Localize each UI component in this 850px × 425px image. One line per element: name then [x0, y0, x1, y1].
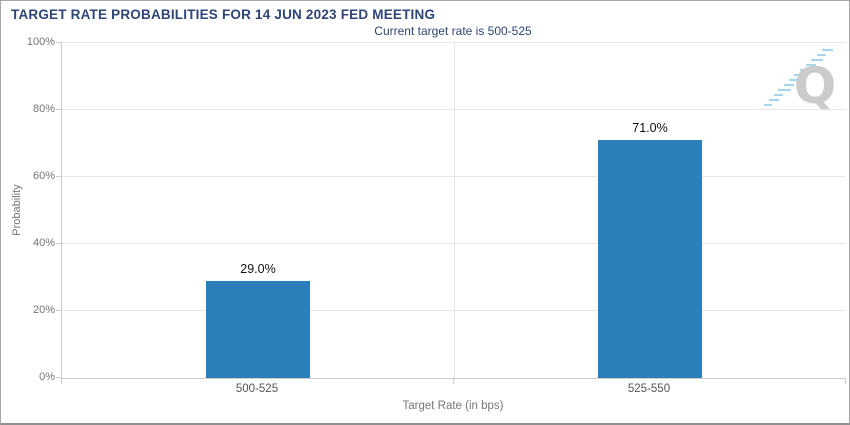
- h-gridline: [62, 176, 846, 177]
- y-tick-mark: [56, 109, 62, 110]
- x-axis-category-row: 500-525 525-550: [61, 383, 845, 395]
- y-axis-label: Probability: [11, 184, 23, 236]
- x-tick-mark: [845, 378, 846, 384]
- chart-subtitle: Current target rate is 500-525: [374, 24, 532, 38]
- h-gridline: [62, 243, 846, 244]
- x-tick-label: 525-550: [627, 383, 671, 395]
- y-tick-mark: [56, 42, 62, 43]
- y-tick-label: 60%: [32, 170, 55, 182]
- y-tick-label: 40%: [32, 237, 55, 249]
- x-axis-label: Target Rate (in bps): [402, 400, 504, 412]
- y-tick-label: 20%: [32, 304, 55, 316]
- bar-525-550[interactable]: [598, 140, 702, 378]
- h-gridline: [62, 310, 846, 311]
- x-tick-mark: [61, 378, 62, 384]
- x-tick-label: 500-525: [235, 383, 279, 395]
- y-tick-label: 80%: [32, 103, 55, 115]
- watermark-diagonal-dashes: [764, 48, 833, 107]
- bar-500-525[interactable]: [206, 280, 310, 378]
- watermark-logo: Q: [758, 45, 842, 115]
- bar-value-label: 29.0%: [240, 261, 276, 276]
- x-tick-mark: [453, 378, 454, 384]
- y-tick-mark: [56, 243, 62, 244]
- plot-area: Q 29.0% 71.0%: [56, 42, 846, 384]
- y-tick-label: 0%: [39, 371, 55, 383]
- vertical-gridline: [454, 43, 455, 378]
- h-gridline: [62, 109, 846, 110]
- bar-value-label: 71.0%: [632, 121, 668, 136]
- y-tick-mark: [56, 377, 62, 378]
- y-tick-mark: [56, 310, 62, 311]
- h-gridline: [62, 42, 846, 43]
- chart-title: TARGET RATE PROBABILITIES FOR 14 JUN 202…: [11, 7, 436, 22]
- y-tick-mark: [56, 176, 62, 177]
- watermark-q-letter: Q: [794, 57, 837, 111]
- y-tick-label: 100%: [26, 36, 55, 48]
